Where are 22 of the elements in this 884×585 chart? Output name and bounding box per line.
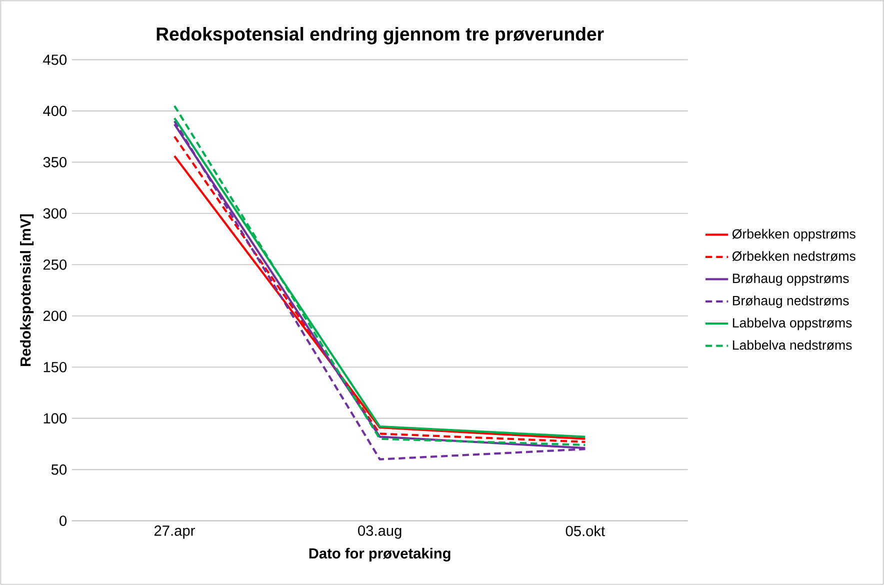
x-tick-label: 27.apr [154,525,195,539]
y-axis-title: Redokspotensial [mV] [20,214,34,366]
y-tick-label: 200 [43,310,67,322]
y-tick-label: 400 [43,106,67,116]
legend-label: Labbelva oppstrøms [732,318,852,330]
y-tick-label: 150 [44,362,67,372]
y-tick-label: 100 [44,413,67,424]
x-axis-title: Dato for prøvetaking [309,548,450,562]
y-tick-label: 50 [51,464,67,475]
y-tick-label: 250 [43,259,67,270]
y-tick-label: 350 [43,157,67,168]
y-tick-label: 450 [43,54,67,65]
legend-label: Ørbekken oppstrøms [732,228,856,242]
legend-label: Brøhaug oppstrøms [732,273,849,286]
chart-title: Redokspotensial endring gjennom tre prøverunder [156,26,604,44]
y-tick-label: 0 [60,516,67,526]
legend-label: Labbelva nedstrøms [732,340,852,350]
y-tick-label: 300 [43,208,67,219]
legend-label: Brøhaug nedstrøms [732,296,849,308]
x-tick-label: 03.aug [358,525,402,539]
x-tick-label: 05.okt [566,525,605,536]
legend-label: Ørbekken nedstrøms [732,251,856,262]
